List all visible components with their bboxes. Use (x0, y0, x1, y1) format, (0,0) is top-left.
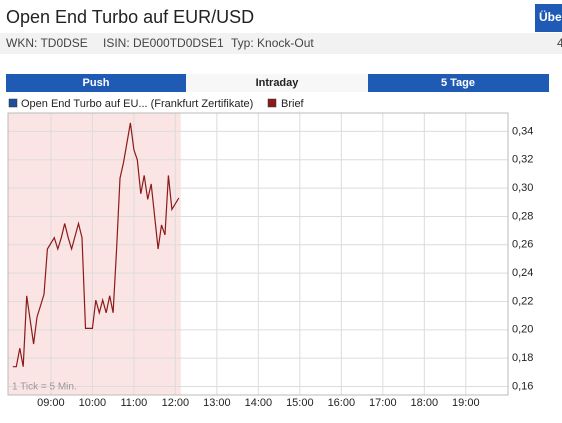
price-line (12, 122, 180, 368)
title: Open End Turbo auf EUR/USD (6, 7, 254, 27)
y-tick-label: 0,20 (512, 324, 533, 336)
y-tick-label: 0,26 (512, 239, 533, 251)
y-tick-label: 0,18 (512, 352, 533, 364)
y-tick-label: 0,32 (512, 154, 533, 166)
plot-frame (7, 112, 509, 396)
x-tick-label: 18:00 (411, 397, 439, 409)
button[interactable]: Übe (539, 9, 562, 24)
info: WKN: TD0DSE (6, 36, 88, 50)
tab-bg[interactable] (186, 74, 368, 92)
x-tick-label: 15:00 (286, 397, 314, 409)
x-tick-label: 09:00 (37, 397, 65, 409)
x-tick-label: 16:00 (328, 397, 356, 409)
info: Typ: Knock-Out (231, 36, 314, 50)
tab-bg[interactable] (6, 74, 186, 92)
x-tick-label: 14:00 (245, 397, 273, 409)
x-tick-label: 13:00 (203, 397, 231, 409)
tab[interactable]: Push (83, 77, 110, 89)
info: ISIN: DE000TD0DSE1 (103, 36, 224, 50)
tab[interactable]: Intraday (256, 77, 300, 89)
y-tick-label: 0,16 (512, 380, 533, 392)
y-tick-label: 0,30 (512, 182, 533, 194)
y-tick-label: 0,34 (512, 125, 533, 137)
legend-label: Brief (281, 98, 305, 110)
x-tick-label: 12:00 (162, 397, 190, 409)
x-tick-label: 11:00 (121, 397, 148, 409)
legend-label: Open End Turbo auf EU... (Frankfurt Zert… (21, 98, 253, 110)
y-tick-label: 0,22 (512, 295, 533, 307)
y-tick-label: 0,28 (512, 210, 533, 222)
tab[interactable]: 5 Tage (441, 77, 475, 89)
legend-swatch (8, 98, 18, 108)
session-shade (8, 113, 181, 395)
info: 4 (557, 36, 562, 50)
tab-bg[interactable] (368, 74, 549, 92)
info-strip (0, 33, 562, 54)
button-bg[interactable] (535, 4, 562, 32)
x-tick-label: 17:00 (369, 397, 397, 409)
note: 1 Tick = 5 Min. (12, 382, 77, 393)
legend-swatch (267, 98, 277, 108)
chart: Open End Turbo auf EU... (Frankfurt Zert… (7, 98, 533, 409)
x-tick-label: 10:00 (79, 397, 107, 409)
y-tick-label: 0,24 (512, 267, 533, 279)
x-tick-label: 19:00 (452, 397, 480, 409)
